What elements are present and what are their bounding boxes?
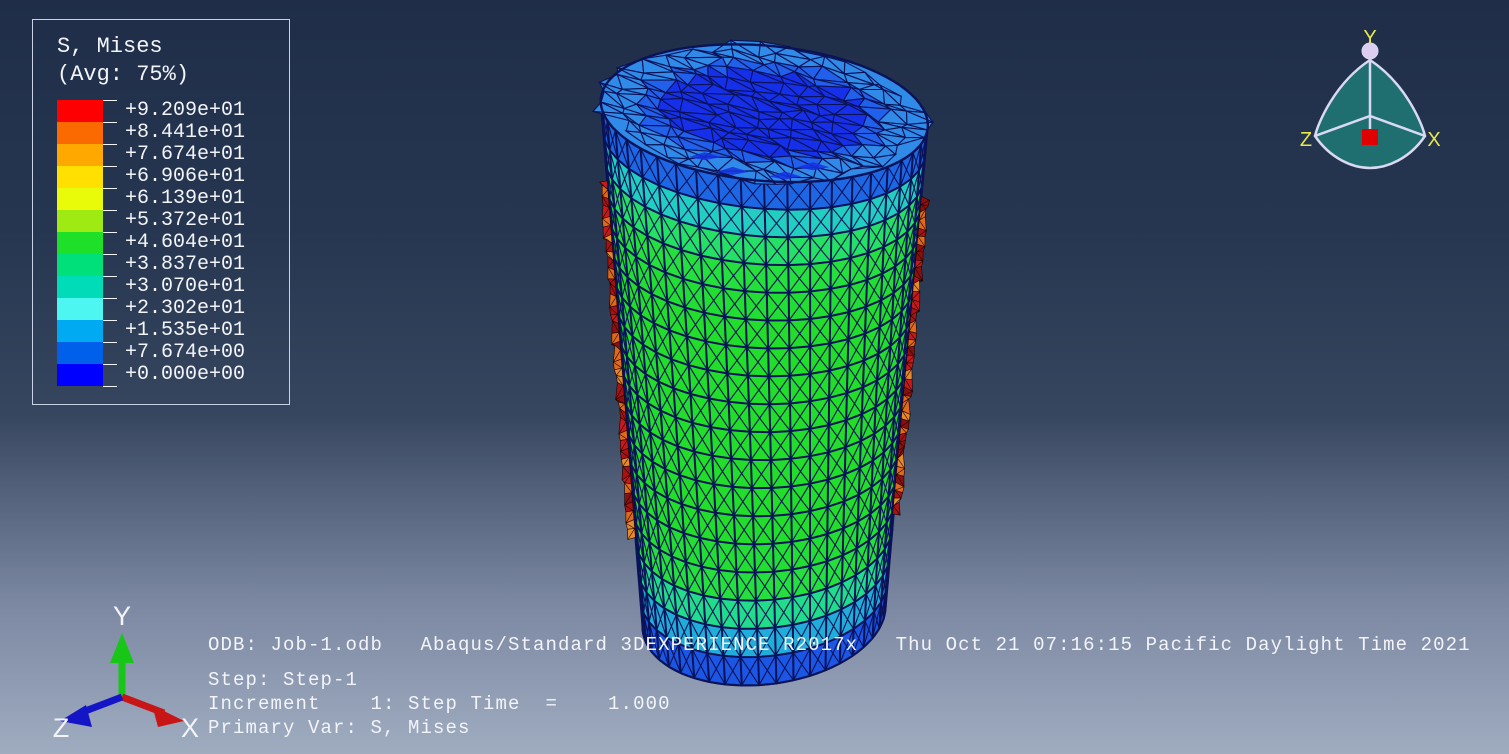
svg-text:Y: Y [113, 605, 131, 631]
svg-text:Y: Y [1363, 28, 1376, 49]
svg-text:Z: Z [53, 713, 70, 740]
svg-text:Z: Z [1300, 129, 1312, 151]
svg-text:X: X [181, 713, 199, 740]
svg-text:X: X [1427, 129, 1440, 151]
